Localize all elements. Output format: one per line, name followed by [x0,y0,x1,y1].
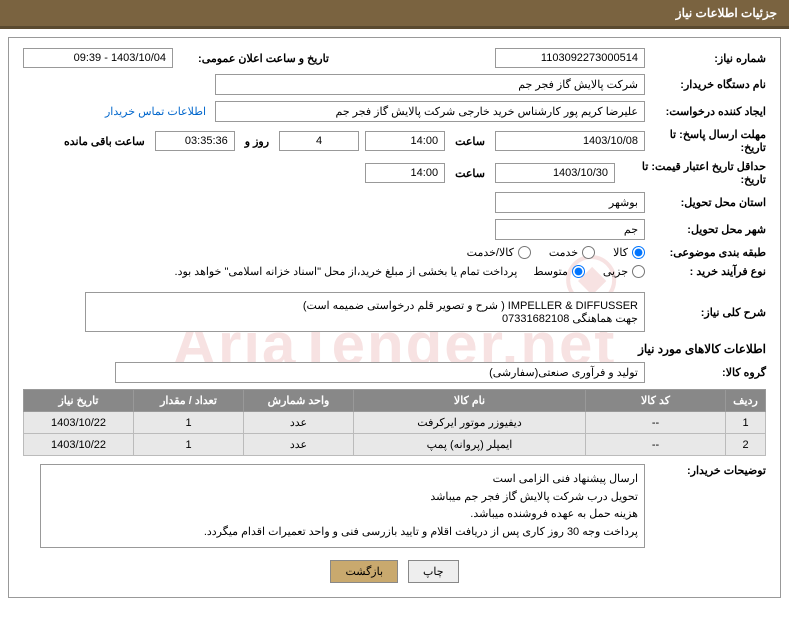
deadline-label: مهلت ارسال پاسخ: تا تاریخ: [651,128,766,154]
deadline-time-field: 14:00 [365,131,445,151]
category-opt-1[interactable]: خدمت [549,246,595,259]
deadline-remain-label: ساعت باقی مانده [60,135,149,148]
ptype-radio-0[interactable] [632,265,645,278]
category-radio-0[interactable] [632,246,645,259]
th-name: نام کالا [354,390,586,412]
deadline-time-label: ساعت [451,135,489,148]
table-row: 2 -- ایمپلر (پروانه) پمپ عدد 1 1403/10/2… [24,434,766,456]
th-num: ردیف [726,390,766,412]
validity-label: حداقل تاریخ اعتبار قیمت: تا تاریخ: [621,160,766,186]
th-unit: واحد شمارش [244,390,354,412]
validity-time-label: ساعت [451,167,489,180]
category-radio-1[interactable] [582,246,595,259]
ptype-radio-1[interactable] [572,265,585,278]
items-table: ردیف کد کالا نام کالا واحد شمارش تعداد /… [23,389,766,456]
description-label: شرح کلی نیاز: [651,306,766,319]
th-date: تاریخ نیاز [24,390,134,412]
table-row: 1 -- دیفیوزر موتور ایرکرفت عدد 1 1403/10… [24,412,766,434]
category-label: طبقه بندی موضوعی: [651,246,766,259]
announce-label: تاریخ و ساعت اعلان عمومی: [179,52,329,65]
requester-label: ایجاد کننده درخواست: [651,105,766,118]
purchase-type-radio-group: جزیی متوسط [533,265,645,278]
deadline-countdown-field: 03:35:36 [155,131,235,151]
panel-title: جزئیات اطلاعات نیاز [676,6,777,20]
group-field: تولید و فرآوری صنعتی(سفارشی) [115,362,645,383]
panel-header: جزئیات اطلاعات نیاز [0,0,789,29]
buyer-notes-field[interactable]: ارسال پیشنهاد فنی الزامی است تحویل درب ش… [40,464,645,548]
category-radio-group: کالا خدمت کالا/خدمت [467,246,645,259]
buyer-notes-label: توضیحات خریدار: [651,464,766,477]
group-label: گروه کالا: [651,366,766,379]
province-label: استان محل تحویل: [651,196,766,209]
ptype-opt-1[interactable]: متوسط [533,265,585,278]
province-field: بوشهر [495,192,645,213]
category-opt-0[interactable]: کالا [613,246,645,259]
purchase-type-note: پرداخت تمام یا بخشی از مبلغ خرید،از محل … [175,265,528,278]
need-number-label: شماره نیاز: [651,52,766,65]
deadline-days-label: روز و [241,135,273,148]
contact-link[interactable]: اطلاعات تماس خریدار [102,102,209,121]
need-number-field: 1103092273000514 [495,48,645,68]
category-radio-2[interactable] [518,246,531,259]
validity-date-field: 1403/10/30 [495,163,615,183]
validity-time-field: 14:00 [365,163,445,183]
city-label: شهر محل تحویل: [651,223,766,236]
table-header-row: ردیف کد کالا نام کالا واحد شمارش تعداد /… [24,390,766,412]
requester-field: علیرضا کریم پور کارشناس خرید خارجی شرکت … [215,101,645,122]
items-section-title: اطلاعات کالاهای مورد نیاز [23,342,766,356]
deadline-days-field: 4 [279,131,359,151]
announce-field: 1403/10/04 - 09:39 [23,48,173,68]
back-button[interactable]: بازگشت [330,560,398,583]
purchase-type-label: نوع فرآیند خرید : [651,265,766,278]
th-qty: تعداد / مقدار [134,390,244,412]
main-panel: شماره نیاز: 1103092273000514 تاریخ و ساع… [8,37,781,598]
description-field: IMPELLER & DIFFUSSER ( شرح و تصویر قلم د… [85,292,645,332]
th-code: کد کالا [586,390,726,412]
deadline-date-field: 1403/10/08 [495,131,645,151]
buyer-org-field: شرکت پالایش گاز فجر جم [215,74,645,95]
footer-buttons: چاپ بازگشت [23,560,766,583]
print-button[interactable]: چاپ [408,560,459,583]
buyer-org-label: نام دستگاه خریدار: [651,78,766,91]
city-field: جم [495,219,645,240]
category-opt-2[interactable]: کالا/خدمت [467,246,531,259]
ptype-opt-0[interactable]: جزیی [603,265,645,278]
